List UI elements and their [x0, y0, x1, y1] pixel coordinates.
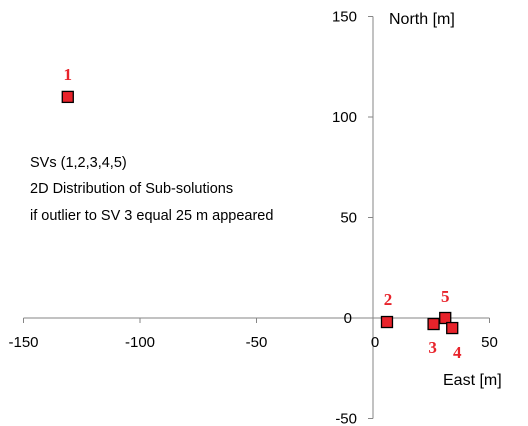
x-tick-label: -150 — [8, 334, 38, 351]
y-tick-label: 100 — [332, 109, 357, 126]
y-tick-label: 0 — [344, 310, 352, 327]
annotation-text: SVs (1,2,3,4,5) 2D Distribution of Sub-s… — [30, 155, 273, 224]
tick-labels: -150 -100 -50 0 50 -50 0 50 100 150 — [8, 9, 497, 426]
y-tick-label: 50 — [340, 210, 357, 227]
annotation-line: 2D Distribution of Sub-solutions — [30, 181, 233, 197]
data-point-marker — [380, 315, 394, 329]
axes — [23, 16, 490, 419]
annotation-line: if outlier to SV 3 equal 25 m appeared — [30, 208, 273, 224]
data-point-marker — [439, 311, 452, 325]
x-axis-label: East [m] — [443, 372, 502, 389]
data-point-label: 2 — [384, 290, 393, 309]
data-point-marker — [427, 317, 440, 331]
data-points: 1 2 3 5 4 — [61, 65, 462, 362]
x-tick-label: -100 — [125, 334, 155, 351]
data-point-marker — [446, 321, 459, 335]
data-point-label: 1 — [64, 65, 73, 84]
annotation-line: SVs (1,2,3,4,5) — [30, 155, 127, 171]
x-tick-label: 0 — [371, 334, 379, 351]
y-tick-label: -50 — [335, 411, 357, 426]
data-point-label: 3 — [428, 338, 437, 357]
data-point-label: 5 — [441, 287, 450, 306]
y-tick-label: 150 — [332, 9, 357, 26]
x-tick-label: 50 — [481, 334, 498, 351]
data-point-marker — [61, 90, 74, 104]
data-point-label: 4 — [453, 343, 462, 362]
x-tick-label: -50 — [246, 334, 268, 351]
y-axis-label: North [m] — [389, 11, 455, 28]
